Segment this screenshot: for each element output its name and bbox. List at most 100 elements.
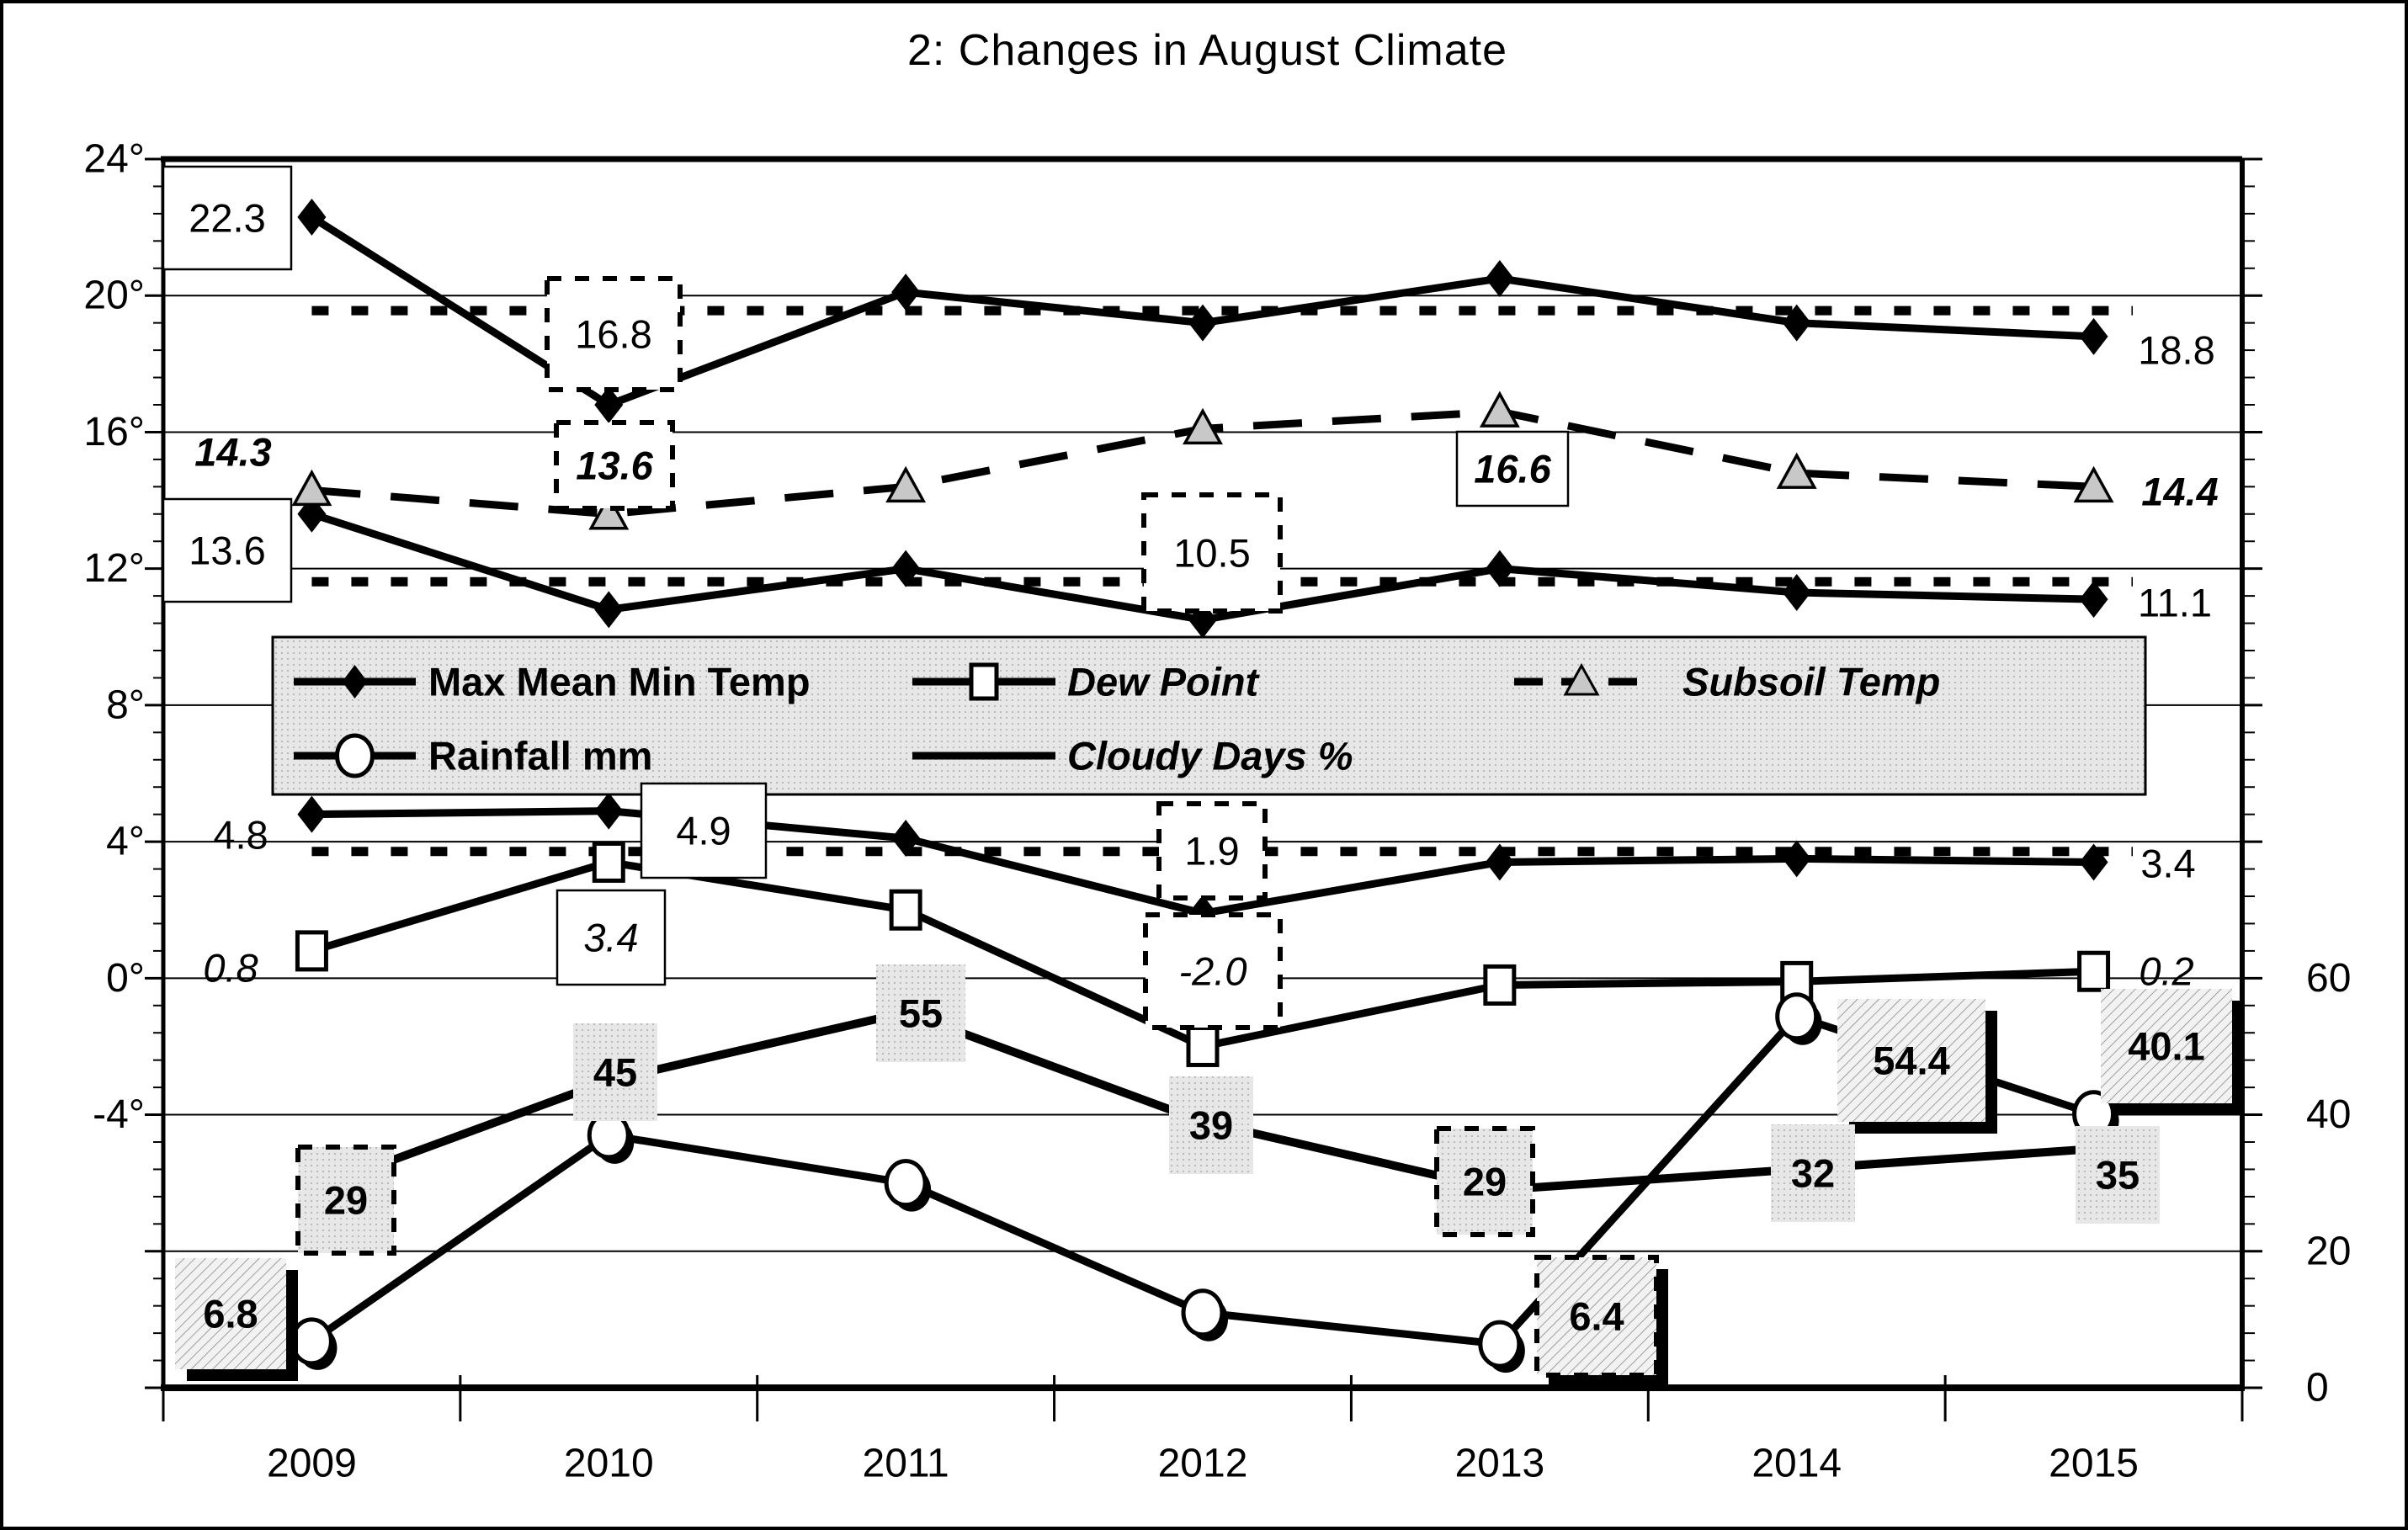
data-label: -2.0	[1143, 912, 1283, 1030]
data-label: 14.3	[194, 430, 271, 475]
data-label: 0.8	[203, 946, 258, 991]
data-label-box	[295, 1145, 396, 1256]
circle-marker-icon	[884, 1159, 928, 1208]
legend-label: Dew Point	[1067, 660, 1261, 704]
x-axis-year-label: 2009	[267, 1442, 357, 1486]
data-label: 18.8	[2138, 328, 2214, 373]
data-label-value: 3.4	[2140, 842, 2195, 886]
data-label-box	[175, 1258, 286, 1369]
data-label: 40.1	[2101, 989, 2244, 1115]
data-label: 1.9	[1156, 801, 1268, 900]
data-label-value: 13.6	[576, 444, 653, 488]
square-marker-icon	[592, 841, 625, 883]
data-label-box	[2076, 1126, 2160, 1224]
data-label-box	[555, 889, 667, 986]
data-label-value: 4.8	[213, 813, 268, 858]
data-label: 29	[1434, 1126, 1535, 1237]
data-label-box	[554, 420, 675, 511]
diamond-marker-icon	[1188, 304, 1217, 342]
triangle-marker-icon	[1563, 662, 1600, 696]
circle-marker-icon	[335, 733, 375, 778]
y-axis-tick-label: -4°	[93, 1092, 145, 1137]
data-label: 13.6	[554, 420, 675, 511]
data-label-value: 14.4	[2141, 470, 2218, 514]
diamond-marker-icon	[2079, 317, 2108, 355]
climate-line-chart: 24° 20° 16° 12° 8° 4° 0° -4° 60 40 20 0 2009 2010 2011…	[83, 137, 2351, 1486]
data-label-value: 22.3	[189, 196, 265, 241]
data-label-box	[1143, 912, 1283, 1030]
data-label-value: 39	[1189, 1103, 1233, 1148]
y2-axis-tick-label: 40	[2306, 1092, 2351, 1137]
legend-label: Subsoil Temp	[1682, 660, 1940, 704]
square-marker-icon	[2077, 950, 2111, 992]
legend-item-subsoil-temp: Subsoil Temp	[1514, 660, 1940, 704]
data-label: 35	[2076, 1126, 2160, 1224]
legend-item-dew-point: Dew Point	[912, 660, 1261, 704]
y-axis-tick-label: 4°	[106, 820, 145, 864]
data-label-value: 16.8	[575, 312, 651, 357]
data-label: 16.8	[545, 276, 683, 392]
data-label-box	[1169, 1076, 1253, 1174]
y-axis-tick-label: 12°	[83, 546, 145, 591]
diamond-marker-icon	[594, 792, 624, 830]
data-label-value: 45	[593, 1050, 637, 1095]
legend-item-max-mean-min-temp: Max Mean Min Temp	[294, 660, 811, 704]
data-label-box	[1837, 999, 1985, 1122]
diamond-marker-icon	[594, 591, 624, 629]
data-label: 29	[295, 1145, 396, 1256]
diamond-marker-icon	[594, 386, 624, 423]
y-axis-tick-label: 24°	[83, 137, 145, 182]
diamond-marker-icon	[891, 274, 921, 311]
data-label-value: 18.8	[2138, 328, 2214, 373]
data-label-box	[640, 782, 768, 879]
data-label-value: 0.2	[2139, 949, 2193, 994]
legend-box	[271, 635, 2147, 796]
data-label-box	[1434, 1126, 1535, 1237]
square-marker-icon	[295, 930, 328, 972]
diamond-marker-icon	[1485, 843, 1514, 881]
data-label-box	[545, 276, 683, 392]
data-label: 14.4	[2141, 470, 2218, 514]
triangle-marker-icon	[2073, 465, 2114, 503]
data-label-box	[876, 964, 965, 1062]
data-label-value: 14.3	[194, 430, 271, 475]
diamond-marker-icon	[891, 550, 921, 587]
data-label-value: 32	[1791, 1151, 1835, 1196]
square-marker-icon	[889, 889, 922, 931]
data-label-value: 4.9	[676, 809, 731, 853]
data-label-value: 35	[2096, 1153, 2140, 1198]
data-label-value: -2.0	[1179, 949, 1247, 994]
triangle-marker-icon	[1183, 407, 1223, 445]
data-label: 3.4	[555, 889, 667, 986]
data-label-value: 16.6	[1474, 447, 1551, 491]
data-label: 22.3	[162, 165, 293, 271]
y-axis-tick-label: 0°	[106, 956, 145, 1001]
data-label: 11.1	[2138, 581, 2212, 625]
data-label-value: 40.1	[2128, 1024, 2204, 1069]
data-label-value: 29	[1463, 1160, 1507, 1204]
diamond-marker-icon	[1485, 550, 1514, 587]
legend-item-cloudy-days-: Cloudy Days %	[912, 734, 1353, 778]
y2-axis-tick-label: 60	[2306, 956, 2351, 1001]
data-label-value: 55	[899, 991, 943, 1036]
data-label: 54.4	[1837, 999, 1997, 1134]
data-label: 39	[1169, 1076, 1253, 1174]
data-label: 16.6	[1455, 430, 1570, 507]
data-label: 45	[573, 1023, 657, 1121]
data-label-box	[1455, 430, 1570, 507]
legend-item-rainfall-mm: Rainfall mm	[294, 733, 652, 778]
x-axis-year-label: 2012	[1158, 1442, 1248, 1486]
triangle-marker-icon	[291, 469, 332, 507]
legend-label: Cloudy Days %	[1067, 734, 1353, 778]
data-label-box	[162, 165, 293, 271]
data-label-value: 6.8	[203, 1292, 258, 1336]
data-label: 13.6	[162, 497, 293, 603]
circle-marker-icon	[1181, 1288, 1225, 1337]
data-label: 6.8	[175, 1258, 298, 1381]
chart-title: 2: Changes in August Climate	[906, 26, 1508, 75]
diamond-marker-icon	[1782, 304, 1811, 342]
diamond-marker-icon	[2079, 843, 2108, 881]
data-label-box	[1141, 492, 1283, 614]
diamond-marker-icon	[2079, 581, 2108, 619]
